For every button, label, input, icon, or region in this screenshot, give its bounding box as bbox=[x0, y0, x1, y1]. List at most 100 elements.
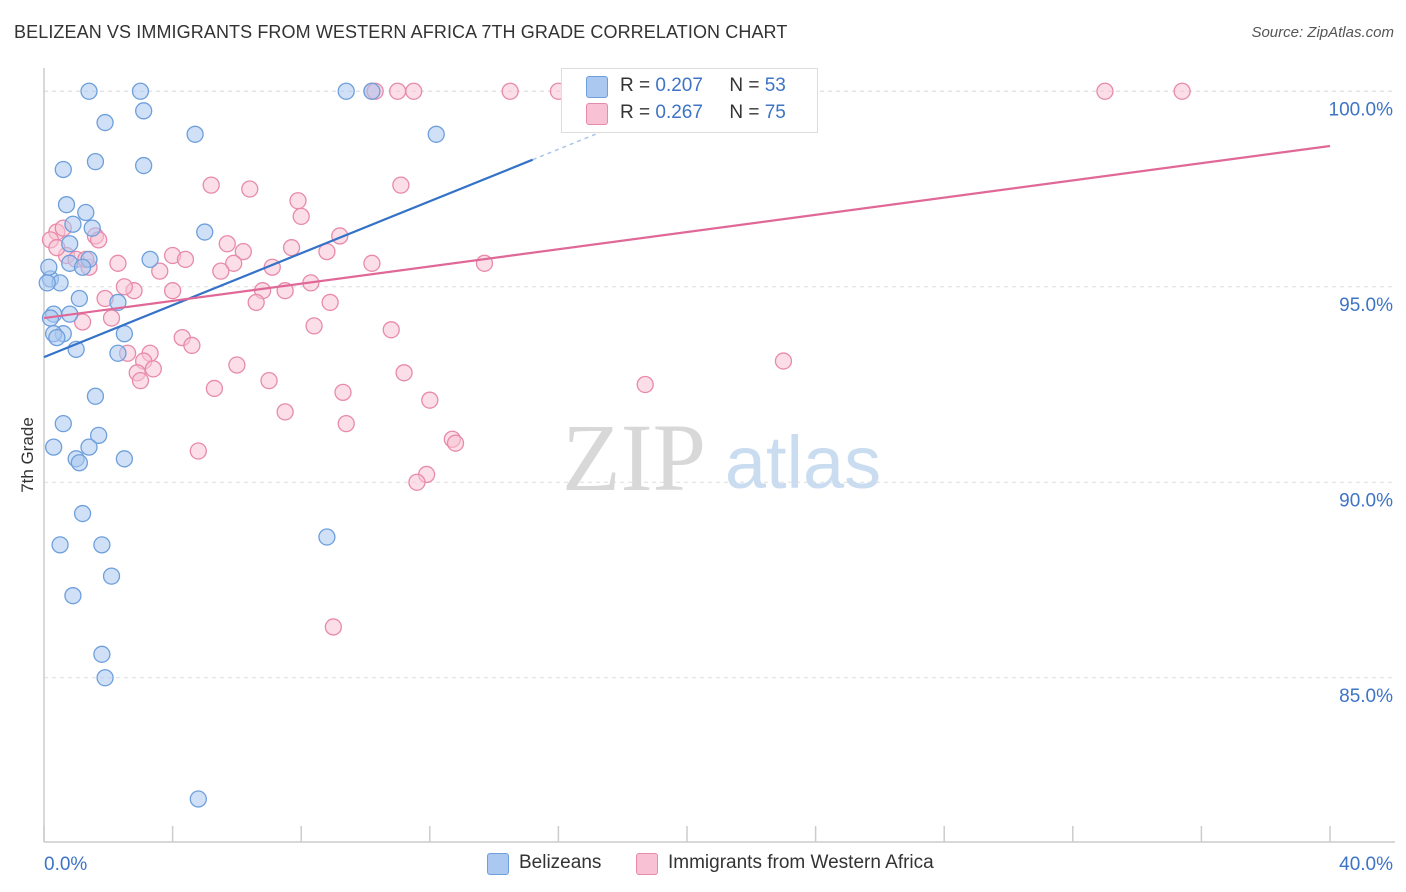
western-africa-point bbox=[260, 371, 278, 390]
western-africa-point bbox=[774, 352, 793, 370]
western-africa-point bbox=[228, 356, 246, 374]
western-africa-point bbox=[321, 293, 339, 312]
watermark-zip: ZIP bbox=[562, 404, 706, 511]
western-africa-point bbox=[392, 176, 410, 194]
belizean-point bbox=[54, 414, 72, 433]
legend-swatch-pink bbox=[586, 103, 608, 125]
legend-r-label: R = bbox=[620, 75, 651, 96]
bottom-legend-swatch-pink bbox=[636, 853, 658, 875]
belizean-point bbox=[38, 274, 56, 292]
western-africa-point bbox=[334, 383, 352, 402]
belizean-point bbox=[196, 223, 214, 241]
western-africa-point bbox=[305, 317, 323, 335]
belizean-point bbox=[93, 645, 111, 663]
western-africa-point bbox=[144, 360, 162, 378]
western-africa-point bbox=[183, 336, 201, 355]
western-africa-point bbox=[292, 207, 310, 226]
belizean-point bbox=[189, 790, 207, 808]
blue-points bbox=[38, 82, 445, 808]
western-africa-point bbox=[289, 192, 307, 210]
belizean-point bbox=[337, 82, 355, 100]
y-tick-label: 95.0% bbox=[1339, 295, 1393, 316]
belizean-point bbox=[70, 289, 89, 308]
belizean-trend-extension bbox=[532, 115, 640, 161]
axis-layer bbox=[43, 68, 1395, 843]
legend-blue-r: 0.207 bbox=[655, 75, 703, 96]
belizean-point bbox=[96, 113, 114, 132]
western-africa-point bbox=[202, 176, 220, 194]
belizean-point bbox=[186, 125, 204, 143]
western-africa-point bbox=[247, 293, 265, 312]
western-africa-point bbox=[363, 254, 381, 272]
western-africa-point bbox=[189, 442, 207, 460]
legend-r-label: R = bbox=[620, 102, 651, 123]
belizean-point bbox=[48, 328, 66, 347]
western-africa-point bbox=[102, 309, 121, 327]
belizean-point bbox=[363, 82, 381, 100]
western-africa-point bbox=[212, 262, 230, 280]
belizean-point bbox=[96, 669, 114, 687]
western-africa-point bbox=[446, 434, 465, 452]
belizean-point bbox=[80, 82, 98, 100]
belizean-point bbox=[318, 528, 336, 546]
belizean-point bbox=[70, 454, 89, 472]
legend-blue-n: 53 bbox=[764, 75, 786, 96]
belizean-point bbox=[102, 567, 121, 585]
belizean-point bbox=[51, 536, 69, 554]
legend-swatch-blue bbox=[586, 76, 608, 98]
belizean-point bbox=[64, 215, 82, 233]
belizean-trend-line bbox=[43, 158, 534, 359]
western-africa-point bbox=[395, 364, 413, 382]
western-africa-point bbox=[225, 254, 243, 272]
belizean-point bbox=[61, 235, 79, 253]
legend-pink-r: 0.267 bbox=[655, 102, 703, 123]
western-africa-point bbox=[282, 239, 301, 257]
western-africa-trend-line bbox=[43, 144, 1331, 320]
source-label: Source: ZipAtlas.com bbox=[1251, 24, 1394, 41]
western-africa-point bbox=[151, 262, 169, 280]
tick-labels: 85.0% 90.0% 95.0% 100.0% 0.0% 40.0% bbox=[44, 99, 1393, 875]
belizean-point bbox=[40, 258, 58, 276]
western-africa-point bbox=[205, 379, 224, 398]
western-africa-point bbox=[115, 278, 134, 296]
belizean-point bbox=[54, 160, 72, 179]
belizean-point bbox=[93, 536, 111, 554]
belizean-point bbox=[109, 344, 127, 362]
belizean-point bbox=[83, 219, 101, 237]
trend-lines bbox=[43, 115, 1331, 359]
western-africa-point bbox=[234, 242, 252, 261]
bottom-legend-label-blue: Belizeans bbox=[519, 852, 602, 873]
western-africa-point bbox=[324, 618, 343, 636]
y-tick-label: 85.0% bbox=[1339, 686, 1393, 707]
belizean-point bbox=[86, 387, 105, 405]
western-africa-point bbox=[1096, 82, 1114, 100]
belizean-point bbox=[64, 587, 82, 605]
belizean-point bbox=[141, 250, 159, 269]
x-tick-label: 40.0% bbox=[1339, 854, 1393, 875]
belizean-point bbox=[135, 156, 153, 175]
belizean-point bbox=[86, 153, 105, 171]
western-africa-point bbox=[421, 391, 439, 409]
stats-legend: R = 0.207 N = 53 R = 0.267 N = 75 bbox=[561, 68, 818, 133]
western-africa-point bbox=[388, 82, 407, 100]
pink-points bbox=[41, 82, 1191, 636]
western-africa-point bbox=[241, 180, 259, 198]
western-africa-point bbox=[636, 375, 654, 394]
western-africa-point bbox=[276, 403, 294, 421]
legend-n-label: N = bbox=[729, 102, 760, 123]
bottom-legend-label-pink: Immigrants from Western Africa bbox=[668, 852, 934, 873]
belizean-point bbox=[109, 293, 127, 312]
chart-title: BELIZEAN VS IMMIGRANTS FROM WESTERN AFRI… bbox=[14, 22, 788, 42]
western-africa-point bbox=[218, 235, 236, 253]
belizean-point bbox=[90, 426, 108, 445]
belizean-point bbox=[427, 125, 445, 143]
belizean-point bbox=[80, 438, 98, 456]
western-africa-point bbox=[1173, 82, 1191, 100]
belizean-point bbox=[131, 82, 150, 100]
grid-layer bbox=[44, 90, 1395, 679]
belizean-point bbox=[115, 450, 134, 468]
bottom-legend-swatch-blue bbox=[487, 853, 509, 875]
western-africa-point bbox=[109, 254, 127, 272]
belizean-point bbox=[135, 102, 153, 120]
